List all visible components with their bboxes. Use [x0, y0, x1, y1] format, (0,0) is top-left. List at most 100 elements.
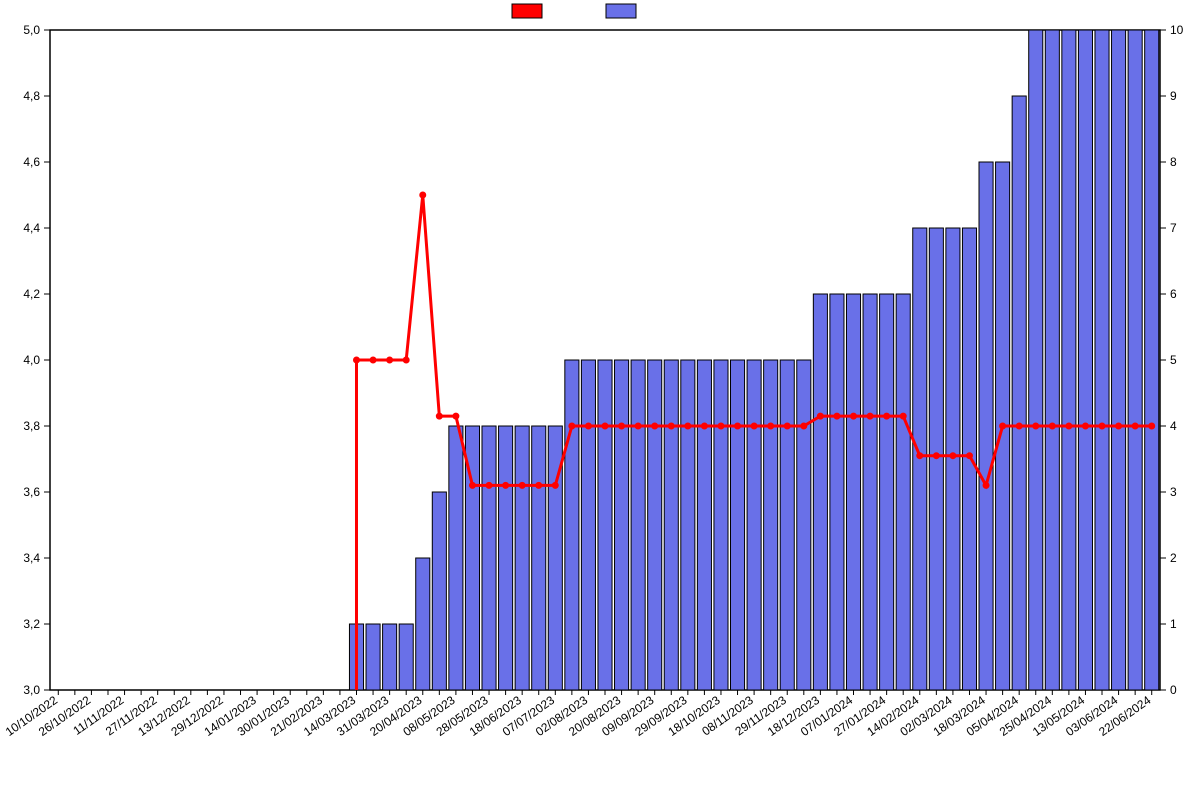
y-right-tick-label: 1: [1170, 617, 1177, 631]
y-right-tick-label: 7: [1170, 221, 1177, 235]
line-marker: [1016, 423, 1022, 429]
bar: [1029, 30, 1043, 690]
line-marker: [486, 482, 492, 488]
line-marker: [735, 423, 741, 429]
y-right-tick-label: 5: [1170, 353, 1177, 367]
y-left-tick-label: 3,6: [23, 485, 40, 499]
bar: [399, 624, 413, 690]
line-marker: [801, 423, 807, 429]
y-right-tick-label: 8: [1170, 155, 1177, 169]
line-marker: [619, 423, 625, 429]
y-left-tick-label: 3,2: [23, 617, 40, 631]
bar: [846, 294, 860, 690]
y-left-tick-label: 3,4: [23, 551, 40, 565]
line-marker: [552, 482, 558, 488]
y-left-tick-label: 3,0: [23, 683, 40, 697]
bar: [664, 360, 678, 690]
bar: [449, 426, 463, 690]
line-marker: [519, 482, 525, 488]
bar: [648, 360, 662, 690]
line-marker: [436, 413, 442, 419]
line-marker: [420, 192, 426, 198]
y-left-tick-label: 4,2: [23, 287, 40, 301]
bar: [598, 360, 612, 690]
line-marker: [933, 453, 939, 459]
line-marker: [784, 423, 790, 429]
line-marker: [1116, 423, 1122, 429]
y-right-tick-label: 3: [1170, 485, 1177, 499]
line-marker: [1033, 423, 1039, 429]
bar: [797, 360, 811, 690]
line-marker: [768, 423, 774, 429]
y-right-tick-label: 2: [1170, 551, 1177, 565]
y-left-tick-label: 4,4: [23, 221, 40, 235]
line-marker: [453, 413, 459, 419]
y-right-tick-label: 9: [1170, 89, 1177, 103]
line-marker: [718, 423, 724, 429]
line-marker: [1049, 423, 1055, 429]
bar: [499, 426, 513, 690]
bar: [565, 360, 579, 690]
line-marker: [701, 423, 707, 429]
line-marker: [917, 453, 923, 459]
line-marker: [370, 357, 376, 363]
line-marker: [585, 423, 591, 429]
line-marker: [353, 357, 359, 363]
legend-red-swatch: [512, 4, 542, 18]
bar: [1128, 30, 1142, 690]
line-marker: [900, 413, 906, 419]
line-marker: [602, 423, 608, 429]
line-marker: [817, 413, 823, 419]
bar: [1062, 30, 1076, 690]
bar: [615, 360, 629, 690]
bar: [416, 558, 430, 690]
y-left-tick-label: 3,8: [23, 419, 40, 433]
line-marker: [569, 423, 575, 429]
bar: [896, 294, 910, 690]
y-left-tick-label: 5,0: [23, 23, 40, 37]
line-marker: [387, 357, 393, 363]
bar: [1095, 30, 1109, 690]
line-marker: [751, 423, 757, 429]
bar: [432, 492, 446, 690]
legend-blue-swatch: [606, 4, 636, 18]
line-marker: [503, 482, 509, 488]
bar: [697, 360, 711, 690]
line-marker: [867, 413, 873, 419]
bar: [581, 360, 595, 690]
bar: [1145, 30, 1159, 690]
bar: [482, 426, 496, 690]
line-marker: [1066, 423, 1072, 429]
bar: [383, 624, 397, 690]
y-left-tick-label: 4,0: [23, 353, 40, 367]
bar: [1078, 30, 1092, 690]
y-left-tick-label: 4,8: [23, 89, 40, 103]
bar: [1045, 30, 1059, 690]
line-marker: [966, 453, 972, 459]
y-left-tick-label: 4,6: [23, 155, 40, 169]
bar: [631, 360, 645, 690]
bar: [730, 360, 744, 690]
line-marker: [834, 413, 840, 419]
line-marker: [851, 413, 857, 419]
bar: [366, 624, 380, 690]
bar: [863, 294, 877, 690]
chart-container: 3,03,23,43,63,84,04,24,44,64,85,00123456…: [0, 0, 1200, 800]
bar: [830, 294, 844, 690]
line-marker: [652, 423, 658, 429]
bar: [1112, 30, 1126, 690]
bar: [813, 294, 827, 690]
bar: [780, 360, 794, 690]
bar: [1012, 96, 1026, 690]
line-marker: [536, 482, 542, 488]
line-marker: [685, 423, 691, 429]
bar: [880, 294, 894, 690]
line-marker: [1149, 423, 1155, 429]
bar: [764, 360, 778, 690]
bar: [979, 162, 993, 690]
line-marker: [668, 423, 674, 429]
line-marker: [1132, 423, 1138, 429]
bar: [747, 360, 761, 690]
y-right-tick-label: 6: [1170, 287, 1177, 301]
line-marker: [950, 453, 956, 459]
